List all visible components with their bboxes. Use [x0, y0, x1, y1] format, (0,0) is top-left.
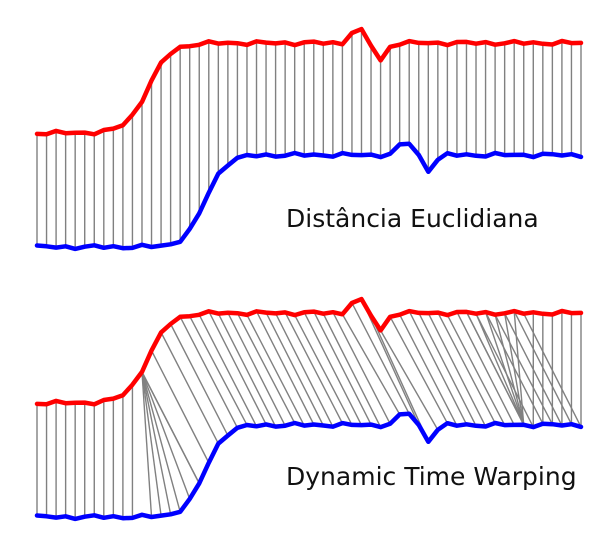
- alignment-line: [217, 313, 277, 427]
- alignment-line: [141, 371, 191, 500]
- alignment-line: [246, 314, 305, 426]
- euclidean-red-series: [34, 26, 584, 137]
- alignment-line: [379, 330, 439, 431]
- alignment-line: [150, 350, 210, 464]
- alignment-line: [141, 371, 162, 516]
- alignment-line: [360, 298, 420, 426]
- alignment-line: [446, 314, 506, 426]
- alignment-line: [227, 312, 286, 427]
- euclidean-alignment-lines: [36, 29, 582, 249]
- alignment-line: [389, 316, 449, 424]
- alignment-line: [141, 371, 200, 484]
- alignment-line: [475, 313, 525, 426]
- alignment-line: [255, 310, 315, 425]
- dtw-red-series: [34, 296, 584, 407]
- alignment-line: [160, 332, 219, 444]
- alignment-line: [503, 313, 525, 425]
- alignment-line: [141, 371, 153, 518]
- dtw-label: Dynamic Time Warping: [286, 462, 577, 491]
- dtw-alignment-lines: [36, 298, 582, 519]
- alignment-line: [465, 311, 525, 426]
- alignment-line: [236, 312, 296, 424]
- alignment-line: [208, 310, 267, 425]
- alignment-line: [399, 314, 458, 427]
- alignment-line: [351, 302, 410, 415]
- euclidean-distance-label: Distância Euclidiana: [286, 204, 539, 233]
- alignment-line: [265, 312, 324, 426]
- alignment-line: [513, 311, 525, 425]
- alignment-line: [294, 314, 353, 426]
- alignment-line: [274, 313, 334, 428]
- alignment-line: [313, 311, 372, 425]
- alignment-line: [141, 371, 181, 513]
- alignment-line: [456, 311, 515, 426]
- alignment-line: [322, 313, 382, 428]
- alignment-line: [341, 313, 401, 415]
- alignment-line: [484, 311, 525, 426]
- alignment-line: [303, 312, 363, 426]
- alignment-line: [141, 371, 172, 515]
- alignment-line: [370, 315, 429, 443]
- euclidean-panel: [34, 26, 584, 252]
- euclidean-blue-series: [34, 141, 584, 252]
- alignment-line: [198, 314, 258, 427]
- dtw-panel: [34, 296, 584, 522]
- alignment-line: [169, 323, 229, 436]
- alignment-line: [179, 316, 239, 429]
- alignment-line: [189, 315, 248, 426]
- alignment-line: [418, 312, 477, 427]
- alignment-line: [437, 312, 496, 424]
- alignment-line: [494, 314, 525, 425]
- dtw-blue-series: [34, 411, 584, 522]
- alignment-line: [408, 310, 468, 425]
- alignment-line: [332, 311, 391, 425]
- alignment-line: [427, 312, 487, 427]
- alignment-line: [284, 312, 344, 424]
